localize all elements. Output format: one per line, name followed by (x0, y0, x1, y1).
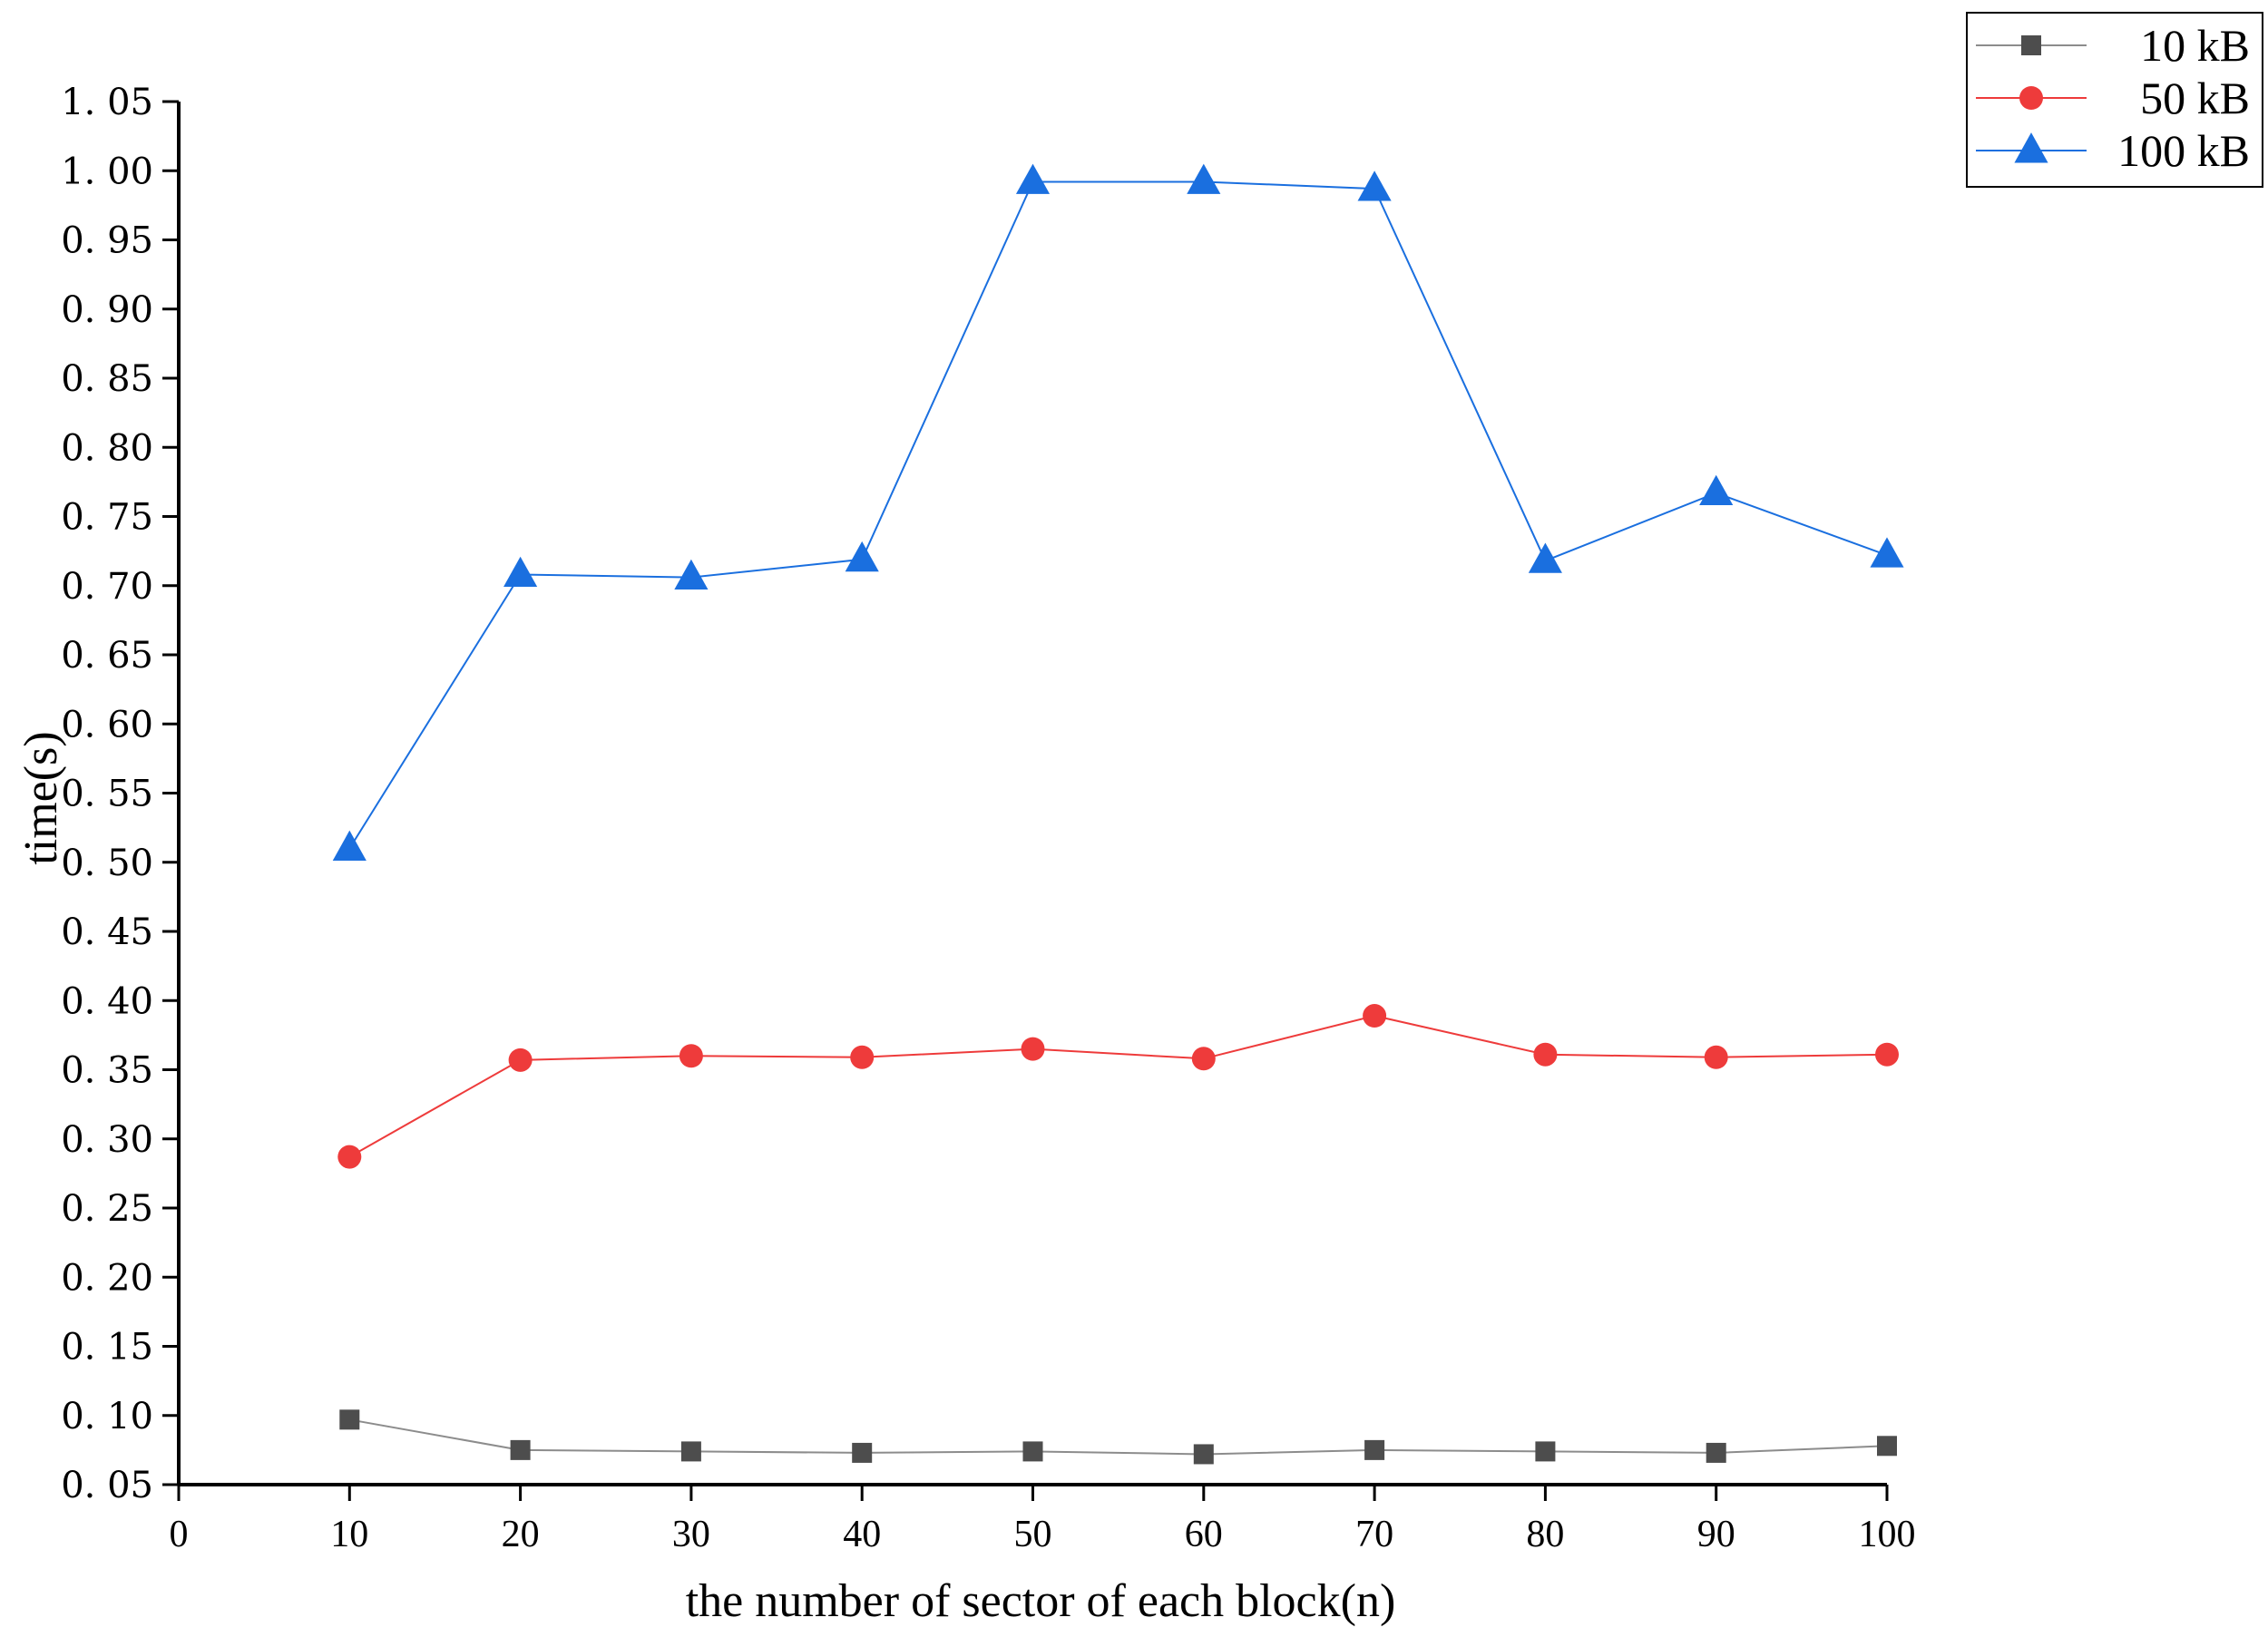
x-tick-label: 100 (1859, 1514, 1916, 1555)
series-line (349, 1418, 1888, 1456)
data-point (1021, 1037, 1045, 1061)
data-point (679, 1044, 703, 1068)
x-tick-label: 40 (843, 1514, 881, 1555)
data-point (1870, 537, 1904, 568)
data-point (1875, 1042, 1899, 1067)
series-2 (337, 1004, 1899, 1169)
legend-label: 100 kB (2117, 125, 2250, 176)
series-line (348, 180, 1888, 850)
x-tick-label: 0 (170, 1514, 189, 1555)
y-axis-title: time(s) (15, 731, 67, 864)
axes: 0. 05 0. 10 0. 15 0. 20 0. 25 0. 30 0. 35 0. 40… (61, 82, 1915, 1555)
y-tick-label: 0. 10 (61, 1396, 153, 1437)
data-point (1535, 1441, 1556, 1462)
x-tick-label: 20 (502, 1514, 540, 1555)
data-point (1533, 1042, 1558, 1067)
data-point (852, 1442, 873, 1463)
y-tick-label: 0. 90 (61, 289, 153, 331)
y-tick-label: 0. 60 (61, 704, 153, 745)
y-tick-label: 0. 40 (61, 980, 153, 1022)
plot-area (332, 163, 1904, 1465)
y-tick-label: 0. 80 (61, 427, 153, 469)
y-tick-label: 0. 15 (61, 1327, 153, 1369)
data-point (1357, 171, 1392, 201)
data-point (674, 559, 709, 590)
data-point (503, 556, 538, 587)
x-tick-label: 80 (1526, 1514, 1564, 1555)
data-point (1877, 1436, 1897, 1457)
data-point (1528, 542, 1562, 573)
y-tick-label: 0. 35 (61, 1050, 153, 1092)
data-point (1704, 1045, 1728, 1069)
data-point (1187, 163, 1221, 194)
data-point (332, 830, 367, 861)
data-point (1022, 1441, 1043, 1462)
y-tick-label: 0. 20 (61, 1257, 153, 1299)
data-point (510, 1439, 531, 1460)
legend-marker (2014, 132, 2048, 163)
series-line (348, 1014, 1888, 1158)
data-point (1364, 1439, 1385, 1460)
legend-box (1966, 12, 2263, 188)
y-tick-label: 0. 95 (61, 220, 153, 262)
data-point (850, 1045, 875, 1069)
y-tick-label: 1. 00 (61, 151, 153, 192)
series-1 (339, 1409, 1897, 1465)
x-tick-label: 70 (1355, 1514, 1393, 1555)
y-tick-label: 0. 75 (61, 497, 153, 539)
data-point (1699, 474, 1734, 506)
x-tick-label: 50 (1014, 1514, 1052, 1555)
x-tick-label: 10 (330, 1514, 368, 1555)
x-tick-label: 60 (1185, 1514, 1223, 1555)
legend-marker (2019, 86, 2043, 110)
data-point (1363, 1004, 1387, 1028)
data-point (508, 1047, 533, 1072)
x-axis-title: the number of sector of each block(n) (686, 1575, 1396, 1627)
y-tick-label: 0. 85 (61, 358, 153, 400)
data-point (845, 541, 879, 572)
data-point (339, 1409, 360, 1430)
data-point (680, 1441, 701, 1462)
y-tick-label: 1. 05 (61, 82, 153, 123)
legend-marker (2021, 35, 2041, 55)
data-point (1193, 1444, 1214, 1465)
series-3 (332, 163, 1904, 861)
y-tick-label: 0. 30 (61, 1119, 153, 1161)
y-tick-label: 0. 25 (61, 1188, 153, 1230)
y-tick-label: 0. 50 (61, 843, 153, 884)
y-tick-label: 0. 45 (61, 911, 153, 953)
y-tick-label: 0. 70 (61, 566, 153, 608)
data-point (337, 1145, 362, 1169)
x-tick-label: 90 (1697, 1514, 1735, 1555)
y-tick-label: 0. 05 (61, 1465, 153, 1506)
legend-label: 10 kB (2140, 20, 2250, 71)
data-point (1191, 1047, 1216, 1071)
y-tick-label: 0. 55 (61, 774, 153, 815)
legend-label: 50 kB (2140, 73, 2250, 123)
data-point (1015, 163, 1051, 194)
x-tick-label: 30 (672, 1514, 710, 1555)
y-tick-label: 0. 65 (61, 635, 153, 677)
data-point (1706, 1442, 1726, 1463)
